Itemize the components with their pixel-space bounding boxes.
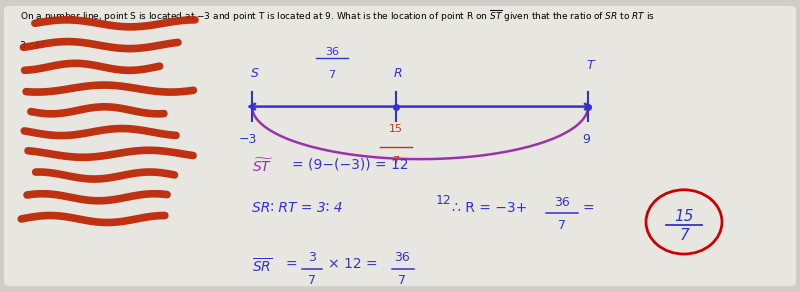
- Text: 15: 15: [389, 124, 403, 134]
- Text: 7: 7: [308, 274, 316, 288]
- Text: =: =: [582, 201, 594, 215]
- Text: $\widetilde{ST}$: $\widetilde{ST}$: [252, 158, 274, 175]
- Text: 36: 36: [325, 47, 339, 57]
- Text: −3: −3: [239, 133, 257, 146]
- Text: = (9−(−3)) = 12: = (9−(−3)) = 12: [292, 158, 409, 172]
- Text: ∴ R = −3+: ∴ R = −3+: [452, 201, 527, 215]
- Text: 15: 15: [674, 208, 694, 224]
- Text: 7: 7: [393, 156, 399, 166]
- Text: 9: 9: [582, 133, 590, 146]
- Text: 12: 12: [436, 194, 452, 207]
- Text: =: =: [286, 257, 302, 271]
- Text: 7: 7: [558, 219, 566, 232]
- Text: T: T: [586, 58, 594, 72]
- Text: S: S: [250, 67, 258, 80]
- Text: 7: 7: [679, 227, 689, 243]
- FancyBboxPatch shape: [4, 6, 796, 286]
- Text: 3: 3: [308, 251, 316, 264]
- Text: $\overline{SR}$: $\overline{SR}$: [252, 257, 273, 275]
- Text: 36: 36: [394, 251, 410, 264]
- Text: 3 : 4?: 3 : 4?: [20, 41, 45, 50]
- Text: 7: 7: [329, 70, 335, 80]
- Text: SR∶ RT = 3∶ 4: SR∶ RT = 3∶ 4: [252, 201, 342, 215]
- Text: On a number line, point S is located at −3 and point T is located at 9. What is : On a number line, point S is located at …: [20, 9, 655, 24]
- Text: R: R: [394, 67, 402, 80]
- Text: × 12 =: × 12 =: [328, 257, 382, 271]
- Text: 36: 36: [554, 196, 570, 209]
- Text: 7: 7: [398, 274, 406, 288]
